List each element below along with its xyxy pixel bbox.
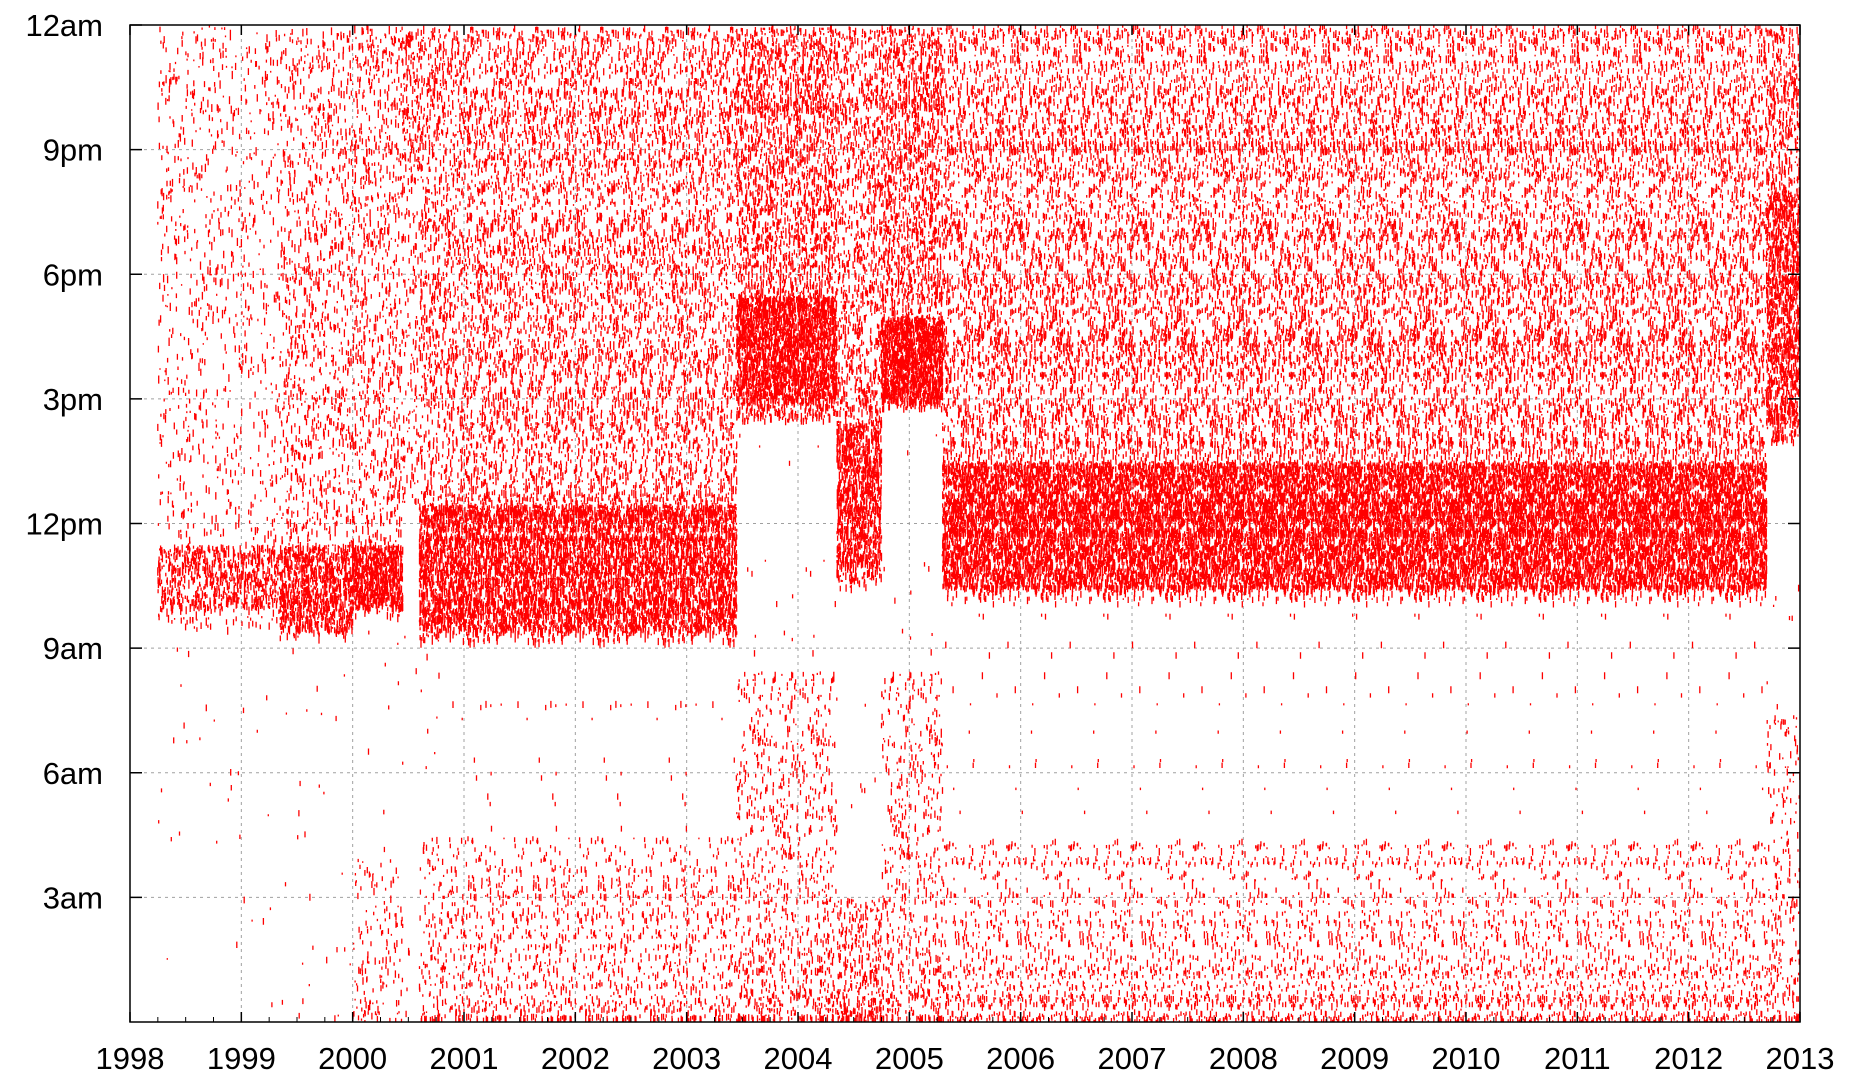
x-tick-label-2000: 2000 [318, 1041, 387, 1076]
x-tick-label-1999: 1999 [207, 1041, 276, 1076]
data-points [157, 25, 1801, 1022]
x-tick-label-1998: 1998 [96, 1041, 165, 1076]
y-tick-label-3pm: 3pm [43, 382, 103, 417]
y-tick-label-3am: 3am [43, 880, 103, 915]
y-tick-label-12pm: 12pm [25, 507, 103, 542]
x-tick-label-2010: 2010 [1432, 1041, 1501, 1076]
y-tick-label-9am: 9am [43, 631, 103, 666]
x-tick-label-2013: 2013 [1766, 1041, 1835, 1076]
y-tick-label-9pm: 9pm [43, 133, 103, 168]
x-tick-label-2006: 2006 [986, 1041, 1055, 1076]
activity-dash-marks [157, 25, 1801, 1022]
y-tick-label-6pm: 6pm [43, 257, 103, 292]
y-tick-label-12am: 12am [25, 8, 103, 43]
x-tick-label-2009: 2009 [1320, 1041, 1389, 1076]
x-tick-label-2008: 2008 [1209, 1041, 1278, 1076]
x-tick-label-2002: 2002 [541, 1041, 610, 1076]
x-tick-label-2011: 2011 [1544, 1041, 1611, 1076]
x-tick-label-2001: 2001 [430, 1041, 499, 1076]
axis-ticks [129, 24, 1801, 1022]
x-tick-label-2005: 2005 [875, 1041, 944, 1076]
y-tick-label-6am: 6am [43, 756, 103, 791]
x-tick-label-2004: 2004 [764, 1041, 833, 1076]
x-tick-label-2012: 2012 [1654, 1041, 1723, 1076]
x-axis-tick-labels: 1998 1999 2000 2001 2002 2003 2004 2005 2006 2007… [96, 1041, 1835, 1076]
x-tick-label-2007: 2007 [1098, 1041, 1167, 1076]
x-tick-label-2003: 2003 [652, 1041, 721, 1076]
y-axis-tick-labels: 3am 6am 9am 12pm 3pm 6pm 9pm 12am [25, 8, 103, 915]
